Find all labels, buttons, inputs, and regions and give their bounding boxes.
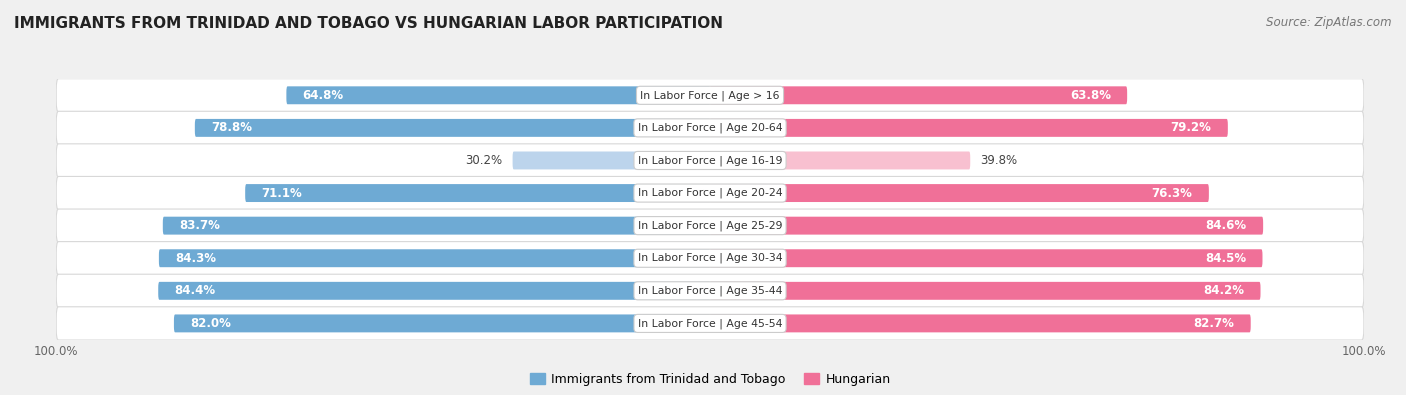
Text: 39.8%: 39.8%: [980, 154, 1017, 167]
Text: In Labor Force | Age 30-34: In Labor Force | Age 30-34: [638, 253, 782, 263]
FancyBboxPatch shape: [174, 314, 710, 332]
Text: 64.8%: 64.8%: [302, 89, 344, 102]
FancyBboxPatch shape: [710, 184, 1209, 202]
FancyBboxPatch shape: [513, 152, 710, 169]
Text: 79.2%: 79.2%: [1171, 121, 1212, 134]
Text: 82.7%: 82.7%: [1194, 317, 1234, 330]
Text: In Labor Force | Age 25-29: In Labor Force | Age 25-29: [638, 220, 782, 231]
FancyBboxPatch shape: [195, 119, 710, 137]
Text: 84.2%: 84.2%: [1204, 284, 1244, 297]
Text: 76.3%: 76.3%: [1152, 186, 1192, 199]
FancyBboxPatch shape: [56, 242, 1364, 275]
Text: 30.2%: 30.2%: [465, 154, 503, 167]
FancyBboxPatch shape: [159, 249, 710, 267]
Text: 78.8%: 78.8%: [211, 121, 252, 134]
Text: 84.5%: 84.5%: [1205, 252, 1246, 265]
Text: IMMIGRANTS FROM TRINIDAD AND TOBAGO VS HUNGARIAN LABOR PARTICIPATION: IMMIGRANTS FROM TRINIDAD AND TOBAGO VS H…: [14, 16, 723, 31]
FancyBboxPatch shape: [56, 274, 1364, 307]
FancyBboxPatch shape: [710, 282, 1261, 300]
Text: In Labor Force | Age 20-24: In Labor Force | Age 20-24: [638, 188, 782, 198]
FancyBboxPatch shape: [56, 111, 1364, 145]
FancyBboxPatch shape: [56, 209, 1364, 242]
Text: 83.7%: 83.7%: [179, 219, 219, 232]
FancyBboxPatch shape: [287, 87, 710, 104]
Text: In Labor Force | Age 20-64: In Labor Force | Age 20-64: [638, 122, 782, 133]
Text: 84.6%: 84.6%: [1206, 219, 1247, 232]
FancyBboxPatch shape: [159, 282, 710, 300]
FancyBboxPatch shape: [56, 177, 1364, 210]
FancyBboxPatch shape: [56, 144, 1364, 177]
FancyBboxPatch shape: [56, 79, 1364, 112]
Text: 82.0%: 82.0%: [190, 317, 231, 330]
Text: In Labor Force | Age 16-19: In Labor Force | Age 16-19: [638, 155, 782, 166]
Text: Source: ZipAtlas.com: Source: ZipAtlas.com: [1267, 16, 1392, 29]
FancyBboxPatch shape: [710, 152, 970, 169]
FancyBboxPatch shape: [710, 314, 1251, 332]
FancyBboxPatch shape: [710, 249, 1263, 267]
Text: In Labor Force | Age 45-54: In Labor Force | Age 45-54: [638, 318, 782, 329]
Text: 71.1%: 71.1%: [262, 186, 302, 199]
FancyBboxPatch shape: [710, 119, 1227, 137]
Text: 84.4%: 84.4%: [174, 284, 215, 297]
FancyBboxPatch shape: [245, 184, 710, 202]
Text: In Labor Force | Age 35-44: In Labor Force | Age 35-44: [638, 286, 782, 296]
Legend: Immigrants from Trinidad and Tobago, Hungarian: Immigrants from Trinidad and Tobago, Hun…: [524, 368, 896, 391]
FancyBboxPatch shape: [56, 307, 1364, 340]
FancyBboxPatch shape: [710, 87, 1128, 104]
Text: In Labor Force | Age > 16: In Labor Force | Age > 16: [640, 90, 780, 101]
Text: 84.3%: 84.3%: [176, 252, 217, 265]
FancyBboxPatch shape: [710, 217, 1263, 235]
Text: 63.8%: 63.8%: [1070, 89, 1111, 102]
FancyBboxPatch shape: [163, 217, 710, 235]
